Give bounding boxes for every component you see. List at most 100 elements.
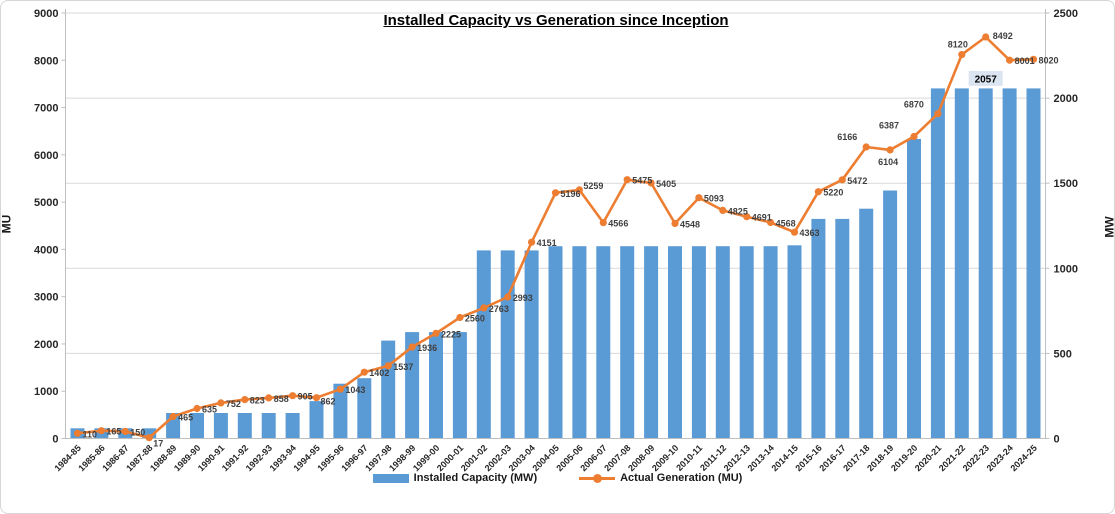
data-point: [528, 238, 536, 246]
data-point: [1006, 56, 1014, 64]
bar: [739, 246, 754, 439]
legend-item-installed-capacity: Installed Capacity (MW): [372, 472, 538, 484]
line-data-label: 6104: [878, 157, 898, 167]
bar: [954, 88, 969, 439]
bar: [572, 246, 587, 439]
data-point: [265, 394, 273, 402]
line-data-label: 2560: [465, 314, 485, 324]
line-data-label: 8492: [993, 31, 1013, 41]
right-axis-tick-label: 1000: [1054, 263, 1078, 275]
bar: [763, 246, 778, 439]
line-data-label: 635: [202, 405, 217, 415]
data-point: [886, 146, 894, 154]
data-point: [790, 228, 799, 236]
bar: [524, 250, 539, 439]
line-data-label: 8001: [1015, 56, 1035, 66]
chart-title: Installed Capacity vs Generation since I…: [65, 12, 1047, 29]
line-data-label: 4363: [800, 228, 820, 238]
left-axis-title: MU: [0, 214, 14, 234]
data-point: [73, 429, 82, 437]
left-axis-tick-label: 3000: [34, 292, 58, 304]
data-point: [1029, 55, 1038, 63]
bar: [548, 246, 563, 439]
line-data-label: 4568: [776, 219, 796, 229]
bar: [907, 138, 921, 439]
line-data-labels: 110 165 150 17 465 635 752 823 858 905 862 1043 1402…: [83, 31, 1059, 449]
line-data-label: 752: [226, 399, 241, 409]
bar: [644, 246, 659, 439]
line-data-label: 5093: [704, 194, 724, 204]
line-data-label: 5472: [847, 176, 867, 186]
x-axis-labels: 1984-851985-861986-871987-881988-891989-…: [52, 443, 1038, 473]
data-point: [623, 176, 631, 184]
gridlines: [65, 12, 1046, 354]
bar: [859, 208, 874, 439]
right-axis-title: MW: [1102, 216, 1115, 238]
line-data-label: 2993: [513, 293, 533, 303]
bar: [668, 246, 682, 439]
right-axis-tick-label: 500: [1054, 348, 1072, 360]
left-axis-tick-label: 7000: [34, 103, 58, 115]
line-data-label: 1936: [417, 343, 437, 353]
bar: [1026, 88, 1041, 439]
bar: [213, 413, 228, 439]
bar: [978, 88, 993, 439]
line-data-label: 5220: [823, 188, 843, 198]
bar: [237, 413, 252, 439]
left-axis-tick-label: 5000: [34, 197, 58, 209]
data-point: [743, 213, 751, 221]
line-data-label: 4151: [537, 238, 557, 248]
data-point: [289, 392, 297, 400]
bar: [381, 340, 396, 439]
data-point: [432, 329, 440, 337]
left-axis-tick-label: 9000: [34, 8, 58, 20]
line-data-label: 905: [298, 392, 313, 402]
bar: [883, 190, 898, 439]
line-data-label: 1402: [369, 368, 389, 378]
line-marker-icon: [579, 473, 616, 483]
data-point: [982, 33, 990, 41]
bar: [620, 246, 635, 439]
data-point: [145, 434, 153, 442]
line-markers: [73, 33, 1038, 442]
legend-label-installed-capacity: Installed Capacity (MW): [413, 472, 538, 484]
bar: [787, 245, 802, 439]
line-data-label: 150: [130, 427, 145, 437]
line-data-label: 2225: [441, 329, 461, 339]
data-point: [719, 206, 727, 214]
data-point: [217, 399, 225, 407]
line-data-label: 5196: [561, 189, 581, 199]
line-data-label: 8020: [1039, 55, 1059, 65]
data-point: [312, 394, 321, 402]
data-point: [647, 179, 655, 187]
left-axis-tick-label: 4000: [34, 244, 58, 256]
line-data-label: 1537: [393, 362, 413, 372]
data-point: [575, 186, 584, 194]
right-axis-tick-label: 0: [1054, 434, 1060, 446]
line-data-label: 6387: [879, 121, 899, 131]
legend-label-actual-generation: Actual Generation (MU): [620, 472, 743, 484]
bar: [405, 332, 420, 439]
bar: [500, 250, 515, 439]
data-point: [480, 304, 488, 312]
data-point: [121, 427, 129, 435]
bar: [429, 332, 443, 439]
data-point: [671, 219, 679, 228]
data-point: [934, 110, 942, 118]
line-data-label: 862: [321, 397, 336, 407]
data-point: [814, 188, 823, 196]
line-data-label: 5405: [656, 179, 676, 189]
bar: [1002, 88, 1017, 439]
line-data-label: 858: [274, 394, 289, 404]
bar: [476, 250, 491, 439]
data-point: [193, 404, 201, 413]
line-data-label: 5475: [632, 176, 652, 186]
line-data-label: 165: [106, 427, 121, 437]
right-axis-tick-label: 2500: [1054, 8, 1078, 20]
data-point: [241, 396, 249, 404]
data-point: [384, 362, 392, 370]
line-data-label: 5259: [583, 181, 603, 191]
bar: [715, 246, 730, 439]
